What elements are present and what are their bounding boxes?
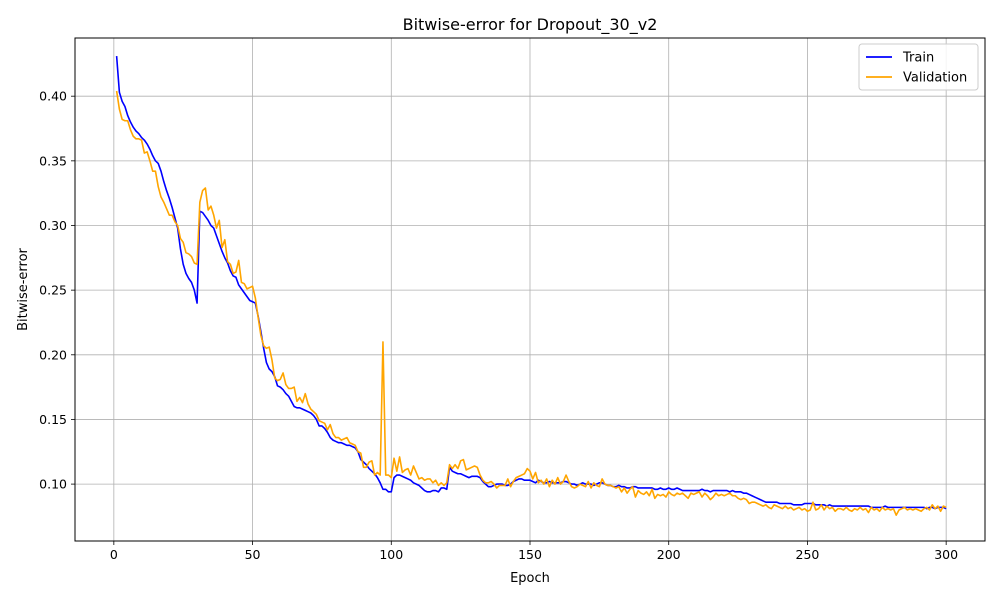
y-tick-label: 0.10 xyxy=(39,477,67,492)
y-tick-label: 0.35 xyxy=(39,153,67,168)
x-tick-label: 100 xyxy=(379,547,403,562)
legend: Train Validation xyxy=(858,43,979,91)
x-axis-label: Epoch xyxy=(510,571,550,586)
y-tick-label: 0.30 xyxy=(39,218,67,233)
x-tick-label: 0 xyxy=(110,547,118,562)
grid xyxy=(75,38,985,541)
y-tick-label: 0.20 xyxy=(39,347,67,362)
y-tick-label: 0.40 xyxy=(39,89,67,104)
x-tick-label: 150 xyxy=(518,547,542,562)
legend-label-train: Train xyxy=(902,51,934,66)
plot-series xyxy=(115,56,947,516)
legend-box xyxy=(858,43,979,91)
chart-title: Bitwise-error for Dropout_30_v2 xyxy=(403,15,658,35)
y-axis-label: Bitwise-error xyxy=(16,247,31,330)
x-tick-label: 250 xyxy=(796,547,820,562)
x-tick-label: 200 xyxy=(657,547,681,562)
y-tick-label: 0.25 xyxy=(39,283,67,298)
series-line-train xyxy=(115,56,947,510)
x-axis-ticks: 0 50 100 150 200 250 300 xyxy=(110,541,958,562)
y-axis-ticks: 0.10 0.15 0.20 0.25 0.30 0.35 0.40 xyxy=(39,89,75,492)
y-tick-label: 0.15 xyxy=(39,412,67,427)
x-tick-label: 50 xyxy=(245,547,261,562)
series-line-validation xyxy=(115,90,947,516)
legend-label-validation: Validation xyxy=(903,71,967,86)
x-tick-label: 300 xyxy=(934,547,958,562)
